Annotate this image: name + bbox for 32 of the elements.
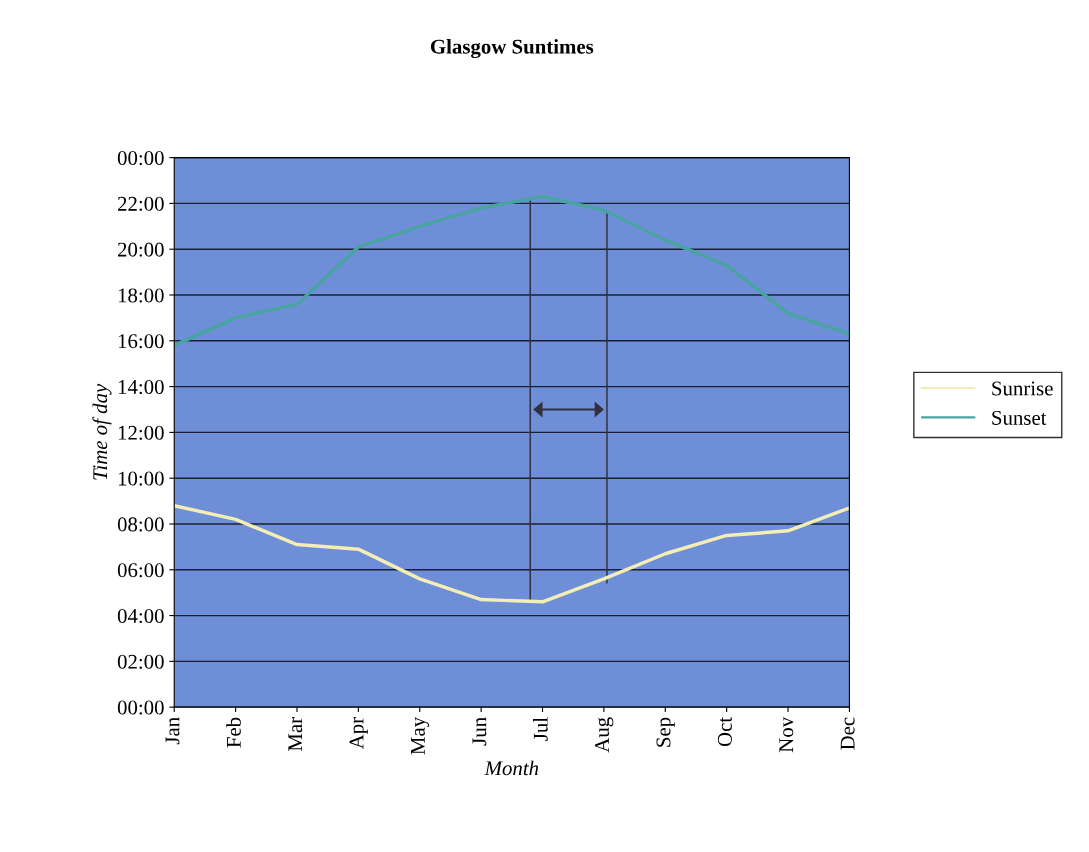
x-tick-label: Nov bbox=[779, 716, 794, 753]
x-tick-label: Mar bbox=[288, 717, 303, 751]
y-tick-label: 16:00 bbox=[118, 334, 164, 349]
x-tick-label: Dec bbox=[840, 717, 855, 750]
y-tick-label: 00:00 bbox=[117, 700, 164, 715]
y-tick-label: 18:00 bbox=[118, 288, 164, 303]
x-tick-label: Jan bbox=[165, 717, 180, 745]
x-tick-label: Sep bbox=[656, 717, 675, 747]
y-tick-label: 00:00 bbox=[117, 150, 164, 166]
legend-label: Sunset bbox=[992, 410, 1047, 425]
x-tick-label: Jul bbox=[533, 717, 548, 741]
y-tick-label: 04:00 bbox=[117, 608, 164, 624]
legend-label: Sunrise bbox=[992, 381, 1053, 396]
x-tick-label: Apr bbox=[349, 717, 368, 750]
y-tick-label: 02:00 bbox=[117, 654, 164, 669]
x-tick-label: Oct bbox=[717, 717, 732, 747]
y-tick-label: 08:00 bbox=[117, 517, 164, 532]
y-axis-title: Time of day bbox=[92, 383, 112, 480]
y-tick-label: 22:00 bbox=[117, 196, 164, 211]
y-tick-label: 12:00 bbox=[118, 425, 164, 440]
line-series bbox=[174, 194, 850, 348]
y-tick-label: 20:00 bbox=[117, 242, 164, 257]
x-tick-label: Feb bbox=[226, 717, 241, 748]
chart-title: Glasgow Suntimes bbox=[430, 39, 594, 59]
x-tick-label: May bbox=[411, 716, 430, 755]
y-tick-label: 14:00 bbox=[118, 379, 164, 395]
line-series bbox=[174, 503, 850, 604]
x-tick-label: Jun bbox=[472, 717, 487, 746]
y-tick-label: 06:00 bbox=[117, 563, 164, 578]
x-tick-label: Aug bbox=[595, 717, 614, 753]
y-tick-label: 10:00 bbox=[118, 471, 164, 486]
x-axis-title: Month bbox=[484, 760, 539, 776]
